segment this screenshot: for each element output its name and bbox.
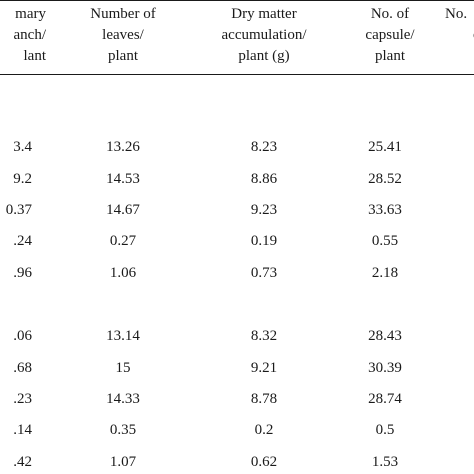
table-cell: 3.4 [13,139,32,155]
header-line: plant (g) [238,48,290,64]
table-cell: .14 [13,422,32,438]
table-cell: .68 [13,360,32,376]
table-cell: 2.18 [371,265,399,281]
table-cell: 8.23 [250,139,278,155]
table-cell: 1.06 [109,265,137,281]
header-line: Number of [90,6,156,22]
table-cell: 30.39 [368,360,402,376]
table-cell: .96 [13,265,32,281]
header-line: c [445,25,474,46]
table-cell: 0.35 [109,422,137,438]
header-line: No. of [370,6,410,22]
header-line: capsule/ [365,27,415,43]
table-cell: 9.2 [13,171,32,187]
table-cell: .23 [13,391,32,407]
table-cell: 9.21 [250,360,278,376]
table-cell: 25.41 [368,139,402,155]
table-cell: 14.33 [106,391,140,407]
table-cell: 8.32 [250,328,278,344]
header-line: plant [108,48,138,64]
header-line: mary [15,6,46,22]
table-cell: 15 [115,360,131,376]
header-line: accumulation/ [221,27,307,43]
table-cell: 14.67 [106,202,140,218]
table-cell: 1.07 [109,454,137,470]
header-line: plant [375,48,405,64]
table-cell: 0.19 [250,233,278,249]
header-line: Dry matter [231,6,297,22]
table-cell: 1.53 [371,454,399,470]
table-cell: 8.78 [250,391,278,407]
table-cell: 0.73 [250,265,278,281]
table-cell: 28.74 [368,391,402,407]
header-line: No. [445,6,468,22]
table-cell: 28.52 [368,171,402,187]
table-cell: 0.37 [5,202,32,218]
table-cell: 8.86 [250,171,278,187]
table-cell: .06 [13,328,32,344]
table-cell: .24 [13,233,32,249]
header-no-of-capsule: No. of capsule/ plant [340,4,440,67]
table-cell: 0.2 [254,422,274,438]
table-cell: .42 [13,454,32,470]
table-cell: 13.26 [106,139,140,155]
table-cell: 0.5 [375,422,395,438]
table-cell: 28.43 [368,328,402,344]
table-cell: 13.14 [106,328,140,344]
table-cell: 9.23 [250,202,278,218]
header-rule [0,74,474,75]
header-dry-matter: Dry matter accumulation/ plant (g) [190,4,338,67]
table-cell: 14.53 [106,171,140,187]
table-cell: 0.62 [250,454,278,470]
header-number-of-leaves: Number of leaves/ plant [63,4,183,67]
header-line: lant [23,48,47,64]
table-cell: 33.63 [368,202,402,218]
header-line: leaves/ [102,27,144,43]
header-cut-off: No. c [445,4,474,46]
header-line: anch/ [13,27,46,43]
table-cell: 0.27 [109,233,137,249]
table-cell: 0.55 [371,233,399,249]
top-rule [0,0,474,1]
header-primary-branch: mary anch/ lant [0,4,46,67]
